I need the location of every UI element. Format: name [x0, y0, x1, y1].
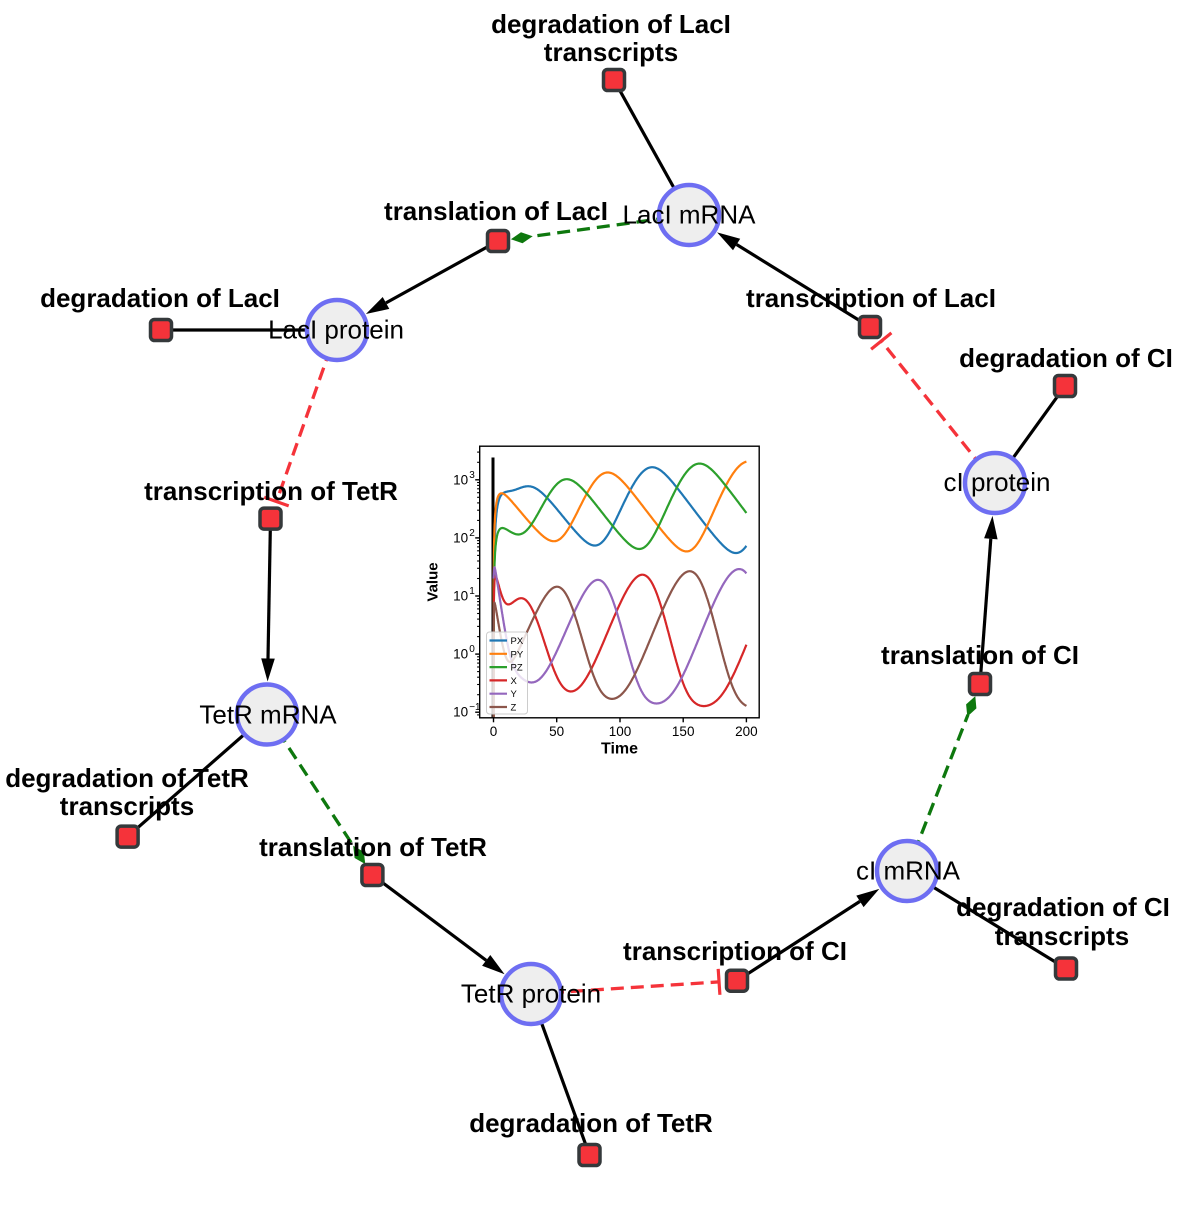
svg-text:TetR mRNA: TetR mRNA	[199, 700, 337, 730]
svg-text:2: 2	[469, 528, 475, 539]
svg-text:10: 10	[453, 589, 468, 604]
svg-text:LacI mRNA: LacI mRNA	[623, 200, 757, 230]
svg-text:translation of TetR: translation of TetR	[259, 832, 487, 862]
svg-text:0: 0	[490, 724, 498, 739]
svg-text:cI mRNA: cI mRNA	[856, 856, 961, 886]
svg-text:degradation of LacI: degradation of LacI	[491, 9, 731, 39]
svg-text:PX: PX	[511, 636, 524, 647]
svg-text:Time: Time	[601, 741, 638, 758]
svg-text:Value: Value	[425, 562, 442, 601]
svg-text:3: 3	[469, 470, 475, 481]
svg-text:50: 50	[549, 724, 564, 739]
svg-text:100: 100	[609, 724, 632, 739]
svg-text:10: 10	[453, 647, 468, 662]
svg-text:Y: Y	[511, 689, 518, 700]
svg-text:0: 0	[469, 644, 475, 655]
svg-text:X: X	[511, 676, 518, 687]
svg-text:PY: PY	[511, 649, 524, 660]
svg-text:TetR protein: TetR protein	[461, 979, 601, 1009]
svg-text:degradation of CI: degradation of CI	[956, 892, 1170, 922]
svg-text:PZ: PZ	[511, 663, 523, 674]
svg-text:translation of LacI: translation of LacI	[384, 196, 608, 226]
svg-text:degradation of LacI: degradation of LacI	[40, 283, 280, 313]
svg-text:10: 10	[453, 530, 468, 545]
svg-text:transcripts: transcripts	[60, 791, 194, 821]
svg-text:10: 10	[453, 472, 468, 487]
svg-text:transcripts: transcripts	[995, 921, 1129, 951]
svg-text:transcripts: transcripts	[544, 37, 678, 67]
svg-text:10: 10	[453, 705, 468, 720]
svg-text:degradation of CI: degradation of CI	[959, 343, 1173, 373]
svg-text:translation of CI: translation of CI	[881, 640, 1079, 670]
svg-text:transcription of CI: transcription of CI	[623, 936, 847, 966]
svg-text:Z: Z	[511, 703, 517, 714]
svg-text:transcription of LacI: transcription of LacI	[746, 283, 996, 313]
svg-text:transcription of TetR: transcription of TetR	[144, 476, 398, 506]
svg-text:−1: −1	[469, 702, 481, 713]
svg-text:cI protein: cI protein	[944, 467, 1051, 497]
svg-text:LacI protein: LacI protein	[268, 315, 404, 345]
svg-text:1: 1	[469, 586, 475, 597]
svg-text:degradation of TetR: degradation of TetR	[5, 763, 249, 793]
svg-text:degradation of TetR: degradation of TetR	[469, 1108, 713, 1138]
svg-text:200: 200	[735, 724, 758, 739]
svg-text:150: 150	[672, 724, 695, 739]
